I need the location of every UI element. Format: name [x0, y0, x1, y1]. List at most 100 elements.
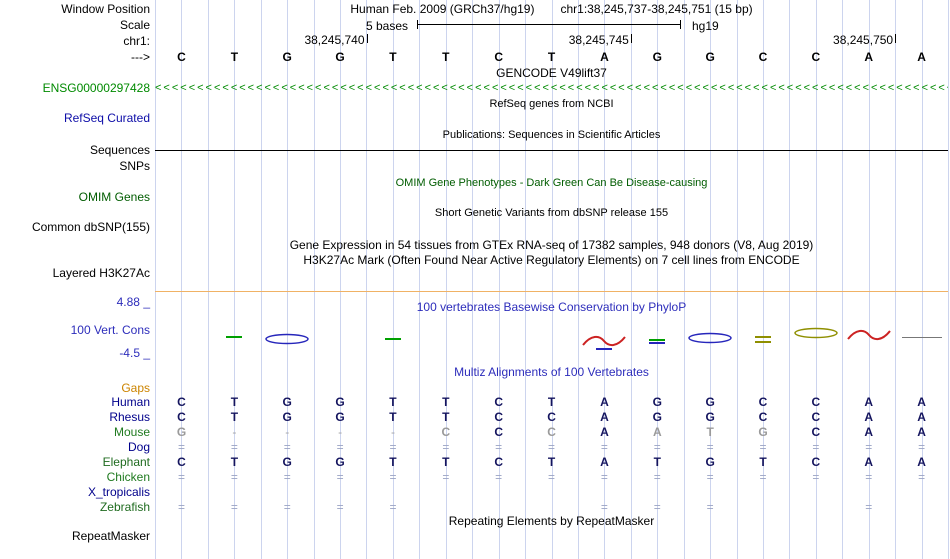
h3k27ac-label[interactable]: Layered H3K27Ac — [52, 266, 150, 280]
base-cell: A — [917, 410, 926, 424]
chromosome-label: chr1: — [123, 34, 150, 48]
base-cell: G — [705, 410, 715, 424]
base-cell: A — [917, 395, 926, 409]
base-cell: T — [442, 395, 450, 409]
base-cell: = — [918, 440, 926, 454]
base-guideline — [630, 0, 632, 559]
base-cell: T — [230, 455, 239, 469]
base-cell: C — [177, 395, 186, 409]
gene-direction-arrows[interactable]: <<<<<<<<<<<<<<<<<<<<<<<<<<<<<<<<<<<<<<<<… — [155, 82, 948, 94]
base-cell: T — [442, 410, 450, 424]
base-cell: T — [759, 455, 767, 469]
repeatmasker-label[interactable]: RepeatMasker — [71, 529, 150, 543]
base-guideline — [260, 0, 262, 559]
base-guideline — [710, 0, 712, 559]
gtex-title: Gene Expression in 54 tissues from GTEx … — [289, 238, 814, 252]
base-cell: = — [706, 500, 714, 514]
base-cell: = — [389, 500, 397, 514]
base-cell: C — [811, 50, 821, 64]
species-label-rhesus[interactable]: Rhesus — [109, 410, 150, 424]
base-guideline — [207, 0, 209, 559]
species-label-chicken[interactable]: Chicken — [106, 470, 150, 484]
base-cell: A — [600, 410, 609, 424]
base-cell: C — [811, 410, 821, 424]
species-label-elephant[interactable]: Elephant — [102, 455, 150, 469]
gene-label[interactable]: ENSG00000297428 — [42, 81, 150, 95]
conservation-mark — [596, 348, 613, 350]
position-title: chr1:38,245,737-38,245,751 (15 bp) — [560, 2, 753, 16]
base-cell: G — [335, 455, 345, 469]
base-cell: A — [600, 455, 609, 469]
species-label-zebrafish[interactable]: Zebrafish — [99, 500, 150, 514]
base-guideline — [921, 0, 923, 559]
conservation-track-label[interactable]: 100 Vert. Cons — [70, 323, 150, 337]
base-cell: T — [442, 455, 450, 469]
base-guideline — [287, 0, 289, 559]
base-cell: C — [494, 395, 504, 409]
gaps-label[interactable]: Gaps — [121, 381, 150, 395]
base-cell: A — [864, 50, 874, 64]
base-cell: = — [177, 470, 185, 484]
scale-bar-line — [418, 24, 680, 25]
base-cell: = — [177, 500, 185, 514]
base-cell: A — [652, 425, 662, 439]
base-cell: = — [865, 470, 873, 484]
base-cell: C — [811, 395, 821, 409]
base-cell: T — [547, 455, 556, 469]
conservation-mark — [901, 337, 942, 338]
base-cell: A — [864, 410, 874, 424]
species-label-dog[interactable]: Dog — [127, 440, 150, 454]
coordinate-label: 38,245,745 — [568, 33, 629, 47]
dbsnp-title: Short Genetic Variants from dbSNP releas… — [434, 207, 669, 219]
base-cell: C — [758, 50, 768, 64]
base-cell: = — [336, 470, 344, 484]
strand-label: ---> — [131, 50, 150, 64]
species-label-x_tropicalis[interactable]: X_tropicalis — [87, 485, 150, 499]
scale-bases-label: 5 bases — [365, 19, 408, 33]
base-guideline — [313, 0, 315, 559]
base-cell: = — [230, 440, 238, 454]
base-cell: = — [548, 470, 556, 484]
base-cell: G — [652, 410, 662, 424]
base-cell: A — [864, 425, 874, 439]
species-label-mouse[interactable]: Mouse — [113, 425, 150, 439]
base-cell: - — [232, 425, 237, 439]
base-cell: C — [758, 410, 768, 424]
base-cell: A — [864, 455, 874, 469]
refseq-curated-label[interactable]: RefSeq Curated — [63, 111, 150, 125]
repeatmasker-title: Repeating Elements by RepeatMasker — [448, 514, 655, 528]
base-guideline — [340, 0, 342, 559]
base-cell: A — [864, 395, 874, 409]
base-cell: = — [495, 440, 503, 454]
base-guideline — [842, 0, 844, 559]
base-cell: = — [759, 440, 767, 454]
base-cell: = — [230, 470, 238, 484]
conservation-min-label: -4.5 _ — [119, 346, 150, 360]
sequences-label[interactable]: Sequences — [89, 143, 150, 157]
base-cell: = — [653, 500, 661, 514]
base-cell: = — [600, 500, 608, 514]
refseq-title: RefSeq genes from NCBI — [489, 98, 614, 110]
base-cell: G — [335, 395, 345, 409]
window-position-label: Window Position — [61, 2, 150, 16]
dbsnp-label[interactable]: Common dbSNP(155) — [31, 220, 150, 234]
conservation-mark — [649, 339, 666, 341]
base-cell: A — [600, 425, 609, 439]
base-cell: G — [652, 395, 662, 409]
base-guideline — [683, 0, 685, 559]
omim-genes-label[interactable]: OMIM Genes — [78, 190, 150, 204]
base-cell: G — [176, 425, 187, 439]
snps-label[interactable]: SNPs — [119, 159, 150, 173]
species-label-human[interactable]: Human — [111, 395, 150, 409]
conservation-mark — [846, 329, 891, 341]
base-cell: C — [547, 425, 556, 439]
base-guideline — [657, 0, 659, 559]
base-guideline — [762, 0, 764, 559]
conservation-mark — [226, 336, 243, 338]
coordinate-tick — [366, 34, 368, 43]
base-cell: A — [917, 425, 926, 439]
sequences-track-line — [155, 150, 948, 151]
base-cell: C — [441, 425, 451, 439]
scale-bar — [417, 20, 681, 29]
